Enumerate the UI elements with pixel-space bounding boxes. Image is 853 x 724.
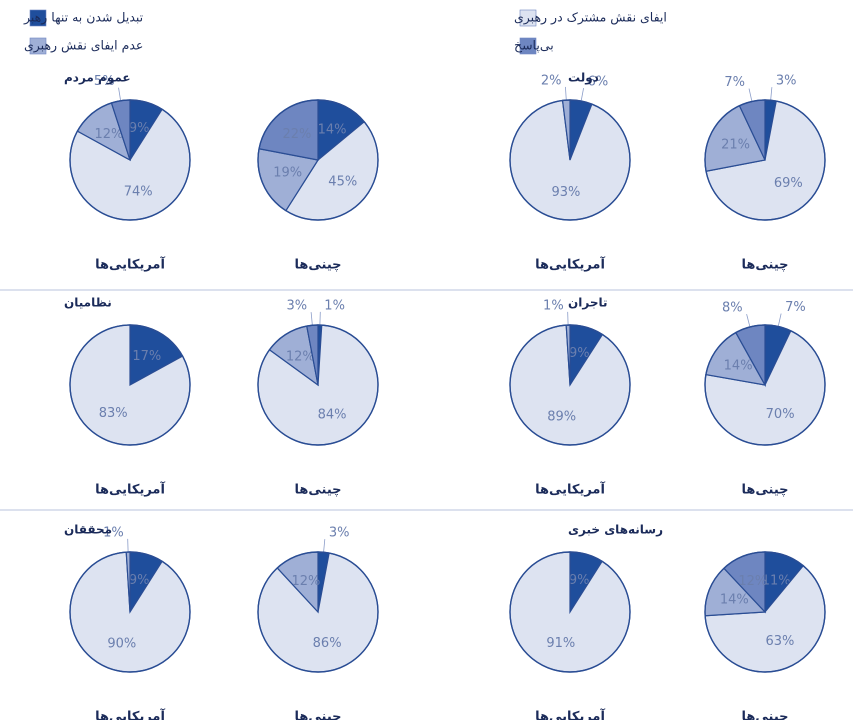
pie-label: چینی‌ها	[294, 710, 341, 721]
value-label: 74%	[124, 184, 153, 199]
leader-line	[565, 87, 566, 100]
value-label: 69%	[774, 176, 803, 191]
value-label: 63%	[766, 634, 795, 649]
value-label: 90%	[107, 636, 136, 651]
value-label: 91%	[546, 636, 575, 651]
value-label: 3%	[329, 526, 350, 541]
value-label: 21%	[721, 138, 750, 153]
legend-label: بی‌پاسخ	[514, 38, 554, 53]
pie-label: آمریکایی‌ها	[535, 708, 605, 721]
group-title: نظامیان	[64, 296, 112, 310]
value-label: 12%	[95, 127, 124, 142]
value-label: 3%	[286, 299, 307, 314]
pie-label: آمریکایی‌ها	[535, 256, 605, 273]
pie-label: آمریکایی‌ها	[535, 481, 605, 498]
chart: تبدیل شدن به تنها رهبر ایفای نقش مشترک در…	[0, 0, 853, 720]
group-title: تاجران	[568, 296, 607, 310]
pie-label: آمریکایی‌ها	[95, 256, 165, 273]
value-label: 1%	[543, 298, 564, 313]
value-label: 14%	[724, 358, 753, 373]
pie-label: آمریکایی‌ها	[95, 708, 165, 721]
pie-label: چینی‌ها	[294, 483, 341, 498]
value-label: 22%	[283, 127, 312, 142]
value-label: 7%	[785, 300, 806, 315]
value-label: 2%	[541, 73, 562, 88]
leader-line	[778, 314, 781, 327]
legend-label: ایفای نقش مشترک در رهبری	[514, 10, 667, 26]
value-label: 12%	[738, 574, 767, 589]
value-label: 19%	[273, 166, 302, 181]
value-label: 12%	[286, 350, 315, 365]
leader-line	[771, 87, 772, 100]
leader-line	[749, 89, 752, 102]
value-label: 93%	[551, 185, 580, 200]
value-label: 7%	[724, 75, 745, 90]
value-label: 12%	[292, 574, 321, 589]
pie-label: چینی‌ها	[741, 710, 788, 721]
leader-line	[747, 314, 750, 327]
leader-line	[324, 539, 325, 552]
legend-label: تبدیل شدن به تنها رهبر	[23, 10, 144, 26]
value-label: 1%	[324, 298, 345, 313]
value-label: 86%	[313, 636, 342, 651]
value-label: 45%	[328, 174, 357, 189]
pie-label: چینی‌ها	[741, 483, 788, 498]
value-label: 89%	[547, 409, 576, 424]
legend-label: عدم ایفای نقش رهبری	[24, 38, 143, 54]
group-title: دولت	[568, 71, 599, 86]
value-label: 14%	[318, 123, 347, 138]
value-label: 70%	[766, 407, 795, 422]
pie-label: چینی‌ها	[294, 258, 341, 273]
group-title: رسانه‌های خبری	[568, 523, 663, 537]
value-label: 14%	[720, 592, 749, 607]
group-title: عموم مردم	[64, 71, 131, 86]
value-label: 8%	[722, 301, 743, 316]
pie-label: آمریکایی‌ها	[95, 481, 165, 498]
pie-label: چینی‌ها	[741, 258, 788, 273]
leader-line	[581, 88, 583, 101]
value-label: 84%	[318, 407, 347, 422]
value-label: 83%	[99, 406, 128, 421]
value-label: 3%	[776, 74, 797, 89]
group-title: محققان	[64, 523, 112, 537]
leader-line	[311, 312, 312, 325]
leader-line	[119, 88, 121, 101]
value-label: 17%	[132, 349, 161, 364]
